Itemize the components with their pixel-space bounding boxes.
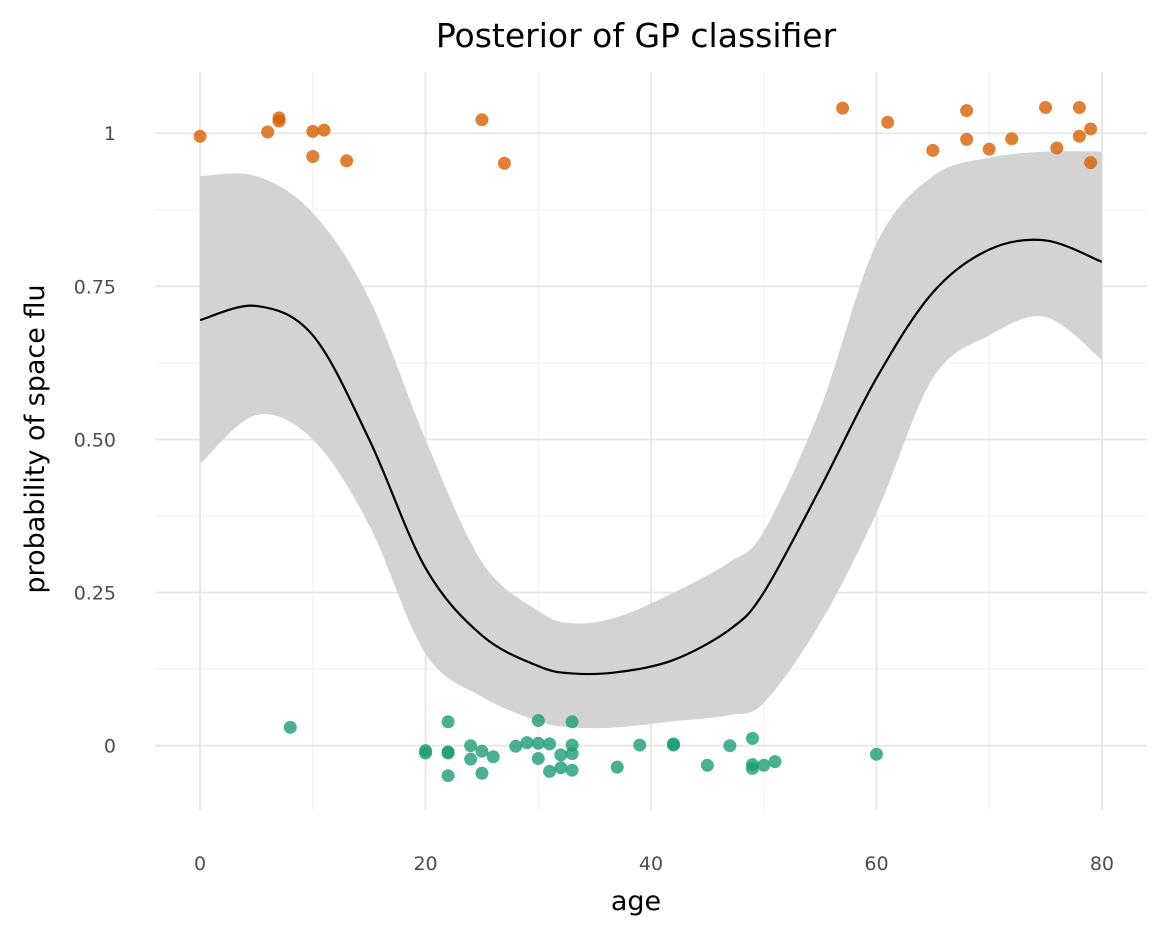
x-tick-label: 80 bbox=[1090, 853, 1114, 875]
positive-point bbox=[306, 150, 320, 164]
positive-point bbox=[497, 156, 511, 170]
positive-point bbox=[1072, 129, 1086, 143]
x-tick-label: 20 bbox=[413, 853, 437, 875]
points-layer bbox=[193, 101, 1098, 783]
negative-point bbox=[531, 752, 545, 766]
negative-point bbox=[633, 738, 647, 752]
positive-point bbox=[836, 101, 850, 115]
negative-point bbox=[520, 736, 534, 750]
band-layer bbox=[200, 151, 1102, 729]
negative-point bbox=[475, 766, 489, 780]
positive-point bbox=[1072, 101, 1086, 115]
negative-point bbox=[757, 758, 771, 772]
positive-point bbox=[960, 104, 974, 118]
positive-point bbox=[272, 111, 286, 125]
x-axis-label: age bbox=[611, 886, 661, 917]
x-tick-label: 40 bbox=[639, 853, 663, 875]
y-tick-label: 0.25 bbox=[74, 583, 116, 605]
negative-point bbox=[723, 739, 737, 753]
positive-point bbox=[1005, 132, 1019, 146]
negative-point bbox=[531, 736, 545, 750]
negative-point bbox=[543, 764, 557, 778]
negative-point bbox=[464, 739, 478, 753]
chart-title: Posterior of GP classifier bbox=[436, 16, 837, 55]
negative-point bbox=[554, 761, 568, 775]
positive-point bbox=[261, 125, 275, 139]
negative-point bbox=[565, 763, 579, 777]
positive-point bbox=[317, 123, 331, 137]
y-tick-label: 0.50 bbox=[74, 429, 116, 451]
y-axis-label: probability of space flu bbox=[20, 284, 51, 593]
positive-point bbox=[926, 143, 940, 157]
negative-point bbox=[464, 752, 478, 766]
negative-point bbox=[565, 715, 579, 729]
positive-point bbox=[1050, 141, 1064, 155]
negative-point bbox=[869, 747, 883, 761]
negative-point bbox=[419, 746, 433, 760]
negative-point bbox=[565, 747, 579, 761]
positive-point bbox=[960, 132, 974, 146]
line-layer bbox=[199, 238, 1103, 676]
ticks-layer: 0 20 40 60 80 0 0.25 0.50 0.75 1 bbox=[74, 123, 1114, 875]
negative-point bbox=[745, 731, 759, 745]
y-tick-label: 1 bbox=[104, 123, 116, 145]
negative-point bbox=[531, 714, 545, 728]
y-tick-label: 0.75 bbox=[74, 276, 116, 298]
positive-point bbox=[340, 154, 354, 168]
grid-layer bbox=[155, 72, 1147, 810]
credible-band bbox=[200, 151, 1102, 729]
negative-point bbox=[610, 760, 624, 774]
negative-point bbox=[554, 748, 568, 762]
negative-point bbox=[543, 737, 557, 751]
positive-point bbox=[306, 124, 320, 138]
negative-point bbox=[441, 715, 455, 729]
negative-point bbox=[441, 769, 455, 783]
positive-point bbox=[881, 115, 895, 129]
negative-point bbox=[283, 720, 297, 734]
x-tick-label: 0 bbox=[194, 853, 206, 875]
positive-point bbox=[1084, 122, 1098, 136]
positive-point bbox=[1039, 101, 1053, 115]
negative-point bbox=[745, 761, 759, 775]
negative-point bbox=[486, 750, 500, 764]
y-tick-label: 0 bbox=[104, 736, 116, 758]
positive-point bbox=[475, 113, 489, 127]
positive-point bbox=[193, 129, 207, 143]
x-tick-label: 60 bbox=[864, 853, 888, 875]
negative-point bbox=[768, 755, 782, 769]
positive-point bbox=[982, 142, 996, 156]
negative-point bbox=[441, 746, 455, 760]
posterior-mean-line bbox=[199, 238, 1103, 676]
negative-point bbox=[475, 744, 489, 758]
negative-point bbox=[667, 738, 681, 752]
positive-point bbox=[1084, 156, 1098, 170]
negative-point bbox=[700, 758, 714, 772]
negative-point bbox=[509, 739, 523, 753]
